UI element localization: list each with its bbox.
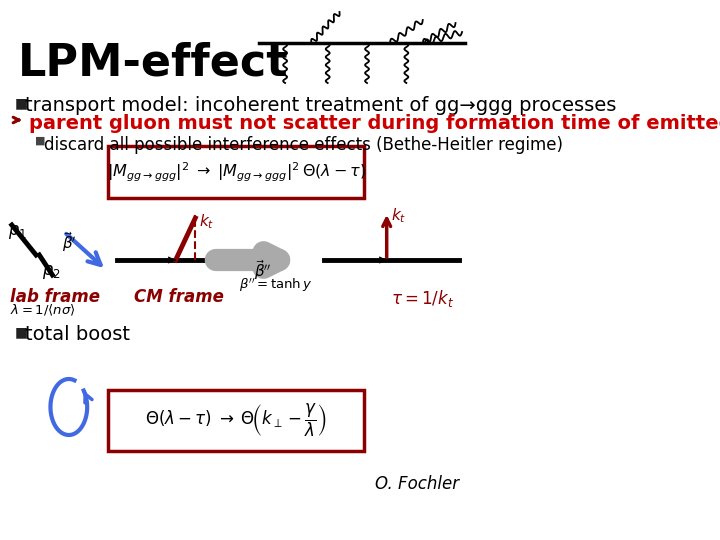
Text: $\beta'' = \tanh y$: $\beta'' = \tanh y$ [239,276,312,294]
Text: lab frame: lab frame [10,288,100,306]
Text: $|M_{gg\to ggg}|^2 \;\to\; |M_{gg\to ggg}|^2\,\Theta(\lambda - \tau)$: $|M_{gg\to ggg}|^2 \;\to\; |M_{gg\to ggg… [107,160,366,184]
Text: $\vec{\beta}'$: $\vec{\beta}'$ [62,230,77,254]
Text: CM frame: CM frame [135,288,224,306]
Text: $p_1$: $p_1$ [8,223,27,241]
Text: $\tau = 1 / k_t$: $\tau = 1 / k_t$ [391,288,454,309]
Text: parent gluon must not scatter during formation time of emitted gluon: parent gluon must not scatter during for… [29,114,720,133]
Text: $\Theta(\lambda - \tau) \;\to\; \Theta\!\left(k_\perp - \dfrac{\gamma}{\lambda}\: $\Theta(\lambda - \tau) \;\to\; \Theta\!… [145,402,327,439]
Text: $\vec{\beta}''$: $\vec{\beta}''$ [254,258,272,282]
Text: $k_t$: $k_t$ [391,207,406,225]
Text: O. Fochler: O. Fochler [374,475,459,493]
Text: ■: ■ [35,136,46,146]
FancyBboxPatch shape [108,390,364,451]
Text: ■: ■ [14,96,27,110]
Text: transport model: incoherent treatment of gg→ggg processes: transport model: incoherent treatment of… [25,96,616,115]
Text: total boost: total boost [25,325,130,344]
Text: $p_2$: $p_2$ [42,263,60,281]
FancyBboxPatch shape [108,146,364,198]
Text: discard all possible interference effects (Bethe-Heitler regime): discard all possible interference effect… [44,136,563,154]
Text: LPM-effect: LPM-effect [18,42,289,85]
Text: $\lambda = 1/\langle n\sigma \rangle$: $\lambda = 1/\langle n\sigma \rangle$ [10,303,76,318]
Text: $k_t$: $k_t$ [199,213,215,231]
Text: ■: ■ [14,325,27,339]
